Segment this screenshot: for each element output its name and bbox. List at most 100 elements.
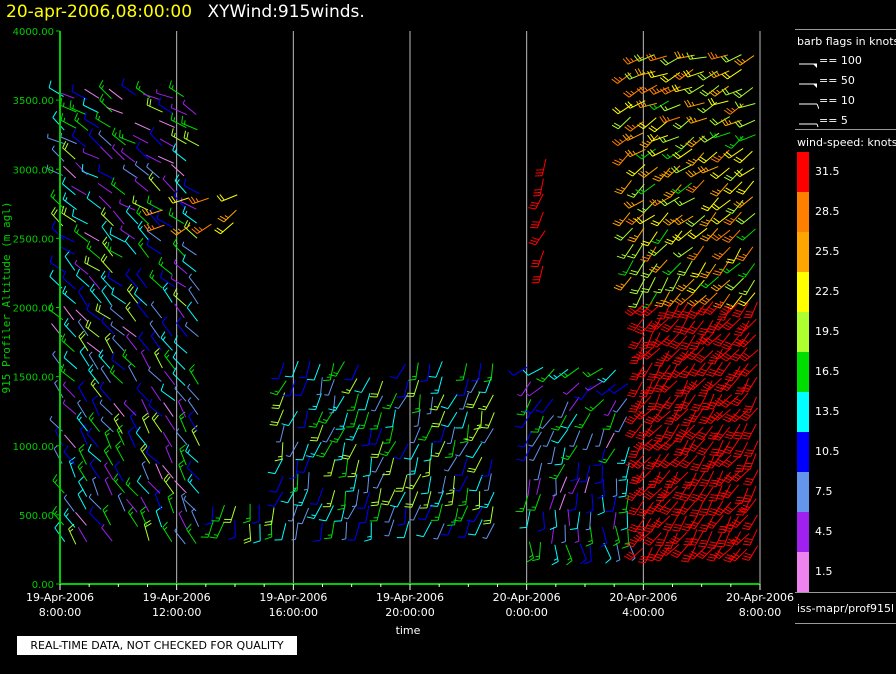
barb-feather (313, 539, 321, 542)
barb-feather (735, 330, 743, 334)
barb-feather (532, 194, 541, 197)
speed-label: 22.5 (815, 285, 840, 298)
barb-feather (708, 71, 715, 79)
barb-feather (721, 73, 728, 80)
barb-feather (127, 426, 135, 433)
wind-barb (611, 72, 632, 84)
barb-shaft (542, 398, 554, 413)
wind-barb (140, 505, 148, 527)
barb-feather (318, 519, 327, 522)
barb-feather (652, 480, 660, 484)
wind-barb (675, 278, 695, 292)
barb-feather (647, 556, 655, 559)
wind-barb (318, 408, 336, 424)
barb-shaft (542, 511, 546, 529)
barb-feather (53, 209, 58, 216)
barb-feather (76, 411, 82, 419)
wind-barb (407, 457, 419, 476)
barb-feather (733, 92, 740, 99)
barb-feather (646, 140, 651, 144)
barb-feather (172, 228, 180, 234)
barb-feather (700, 550, 708, 555)
barb-feather (585, 387, 589, 391)
barb-feather (673, 526, 681, 529)
barb-feather (707, 437, 716, 440)
barb-feather (163, 526, 168, 531)
wind-barb (614, 227, 633, 241)
wind-barb (723, 148, 744, 159)
barb-feather (209, 536, 217, 539)
barb-feather (692, 140, 697, 144)
barb-feather (687, 525, 695, 530)
wind-barb (174, 303, 185, 319)
barb-feather (721, 510, 729, 515)
wind-barb (146, 237, 162, 255)
wind-barb (669, 454, 689, 468)
barb-feather (187, 383, 191, 388)
wind-barb (115, 440, 125, 462)
barb-feather (618, 495, 626, 498)
barb-feather (344, 378, 352, 381)
barb-feather (346, 490, 354, 492)
barb-feather (656, 359, 665, 362)
barb-feather (645, 527, 653, 531)
wind-barb (702, 377, 722, 391)
barb-feather (689, 540, 697, 544)
wind-barb (620, 510, 629, 531)
wind-barb (724, 135, 744, 149)
barb-feather (529, 459, 534, 461)
barb-shaft (114, 466, 124, 482)
barb-feather (138, 331, 144, 339)
barb-feather (136, 141, 141, 149)
wind-barb (149, 320, 161, 338)
barb-feather (630, 289, 639, 292)
barb-feather (663, 403, 671, 407)
barb-feather (48, 302, 53, 310)
wind-barb (318, 505, 334, 522)
wind-barb (560, 413, 578, 429)
barb-feather (380, 503, 389, 506)
barb-shaft (182, 260, 197, 273)
barb-feather (723, 399, 731, 404)
wind-barb (413, 409, 421, 427)
barb-feather (710, 432, 718, 435)
wind-barb (420, 476, 432, 495)
barb-feather (186, 523, 192, 530)
wind-barb (163, 402, 174, 417)
wind-barb (129, 411, 139, 432)
barb-shaft (374, 395, 384, 412)
barb-feather (673, 409, 681, 412)
barb-feather (639, 392, 648, 395)
barb-feather (107, 270, 111, 278)
barb-feather (649, 268, 657, 273)
barb-feather (482, 405, 487, 408)
barb-shaft (478, 362, 482, 380)
wind-barb (612, 212, 631, 227)
barb-feather (712, 462, 720, 468)
barb-feather (428, 376, 437, 378)
x-tick-label-date: 20-Apr-2006 (609, 591, 677, 604)
barb-feather (690, 344, 698, 348)
barb-feather (329, 411, 334, 414)
barb-feather (478, 391, 486, 394)
barb-feather (62, 399, 66, 404)
barb-feather (735, 467, 744, 470)
barb-feather (664, 372, 673, 375)
barb-feather (704, 465, 713, 469)
barb-feather (386, 404, 391, 407)
barb-feather (363, 491, 368, 494)
barb-shaft (87, 450, 102, 463)
wind-barb (538, 415, 554, 429)
wind-barb (699, 211, 717, 227)
wind-barb (191, 425, 200, 446)
wind-barb (535, 398, 554, 414)
wind-barb (186, 461, 200, 481)
barb-shaft (146, 244, 162, 255)
barb-feather (665, 218, 672, 224)
barb-feather (656, 199, 661, 204)
barb-shaft (183, 185, 200, 195)
barb-feather (586, 509, 594, 514)
wind-barb (528, 230, 546, 246)
wind-barb (242, 503, 251, 524)
barb-feather (100, 416, 104, 421)
